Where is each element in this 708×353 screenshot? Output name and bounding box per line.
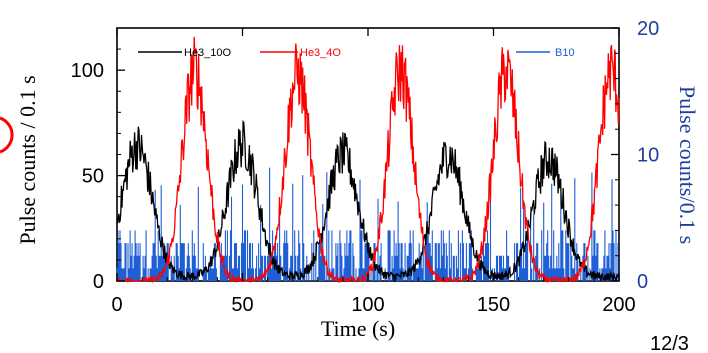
y-left-axis-title: Pulse counts / 0.1 s: [15, 75, 40, 244]
series-he3-10o-trace: [116, 119, 620, 283]
x-axis-ticks: 0 50 100 150 200: [111, 28, 636, 316]
plot-frame: [116, 27, 620, 282]
y-right-axis-title: Pulse counts/0.1 s: [675, 86, 700, 244]
x-tick-label: 150: [477, 294, 510, 316]
y-right-tick-label: 0: [637, 271, 648, 293]
x-tick-label: 50: [231, 294, 253, 316]
x-tick-label: 200: [602, 294, 635, 316]
y-left-tick-label: 50: [82, 166, 104, 188]
legend: He3_10O He3_4O B10: [138, 47, 575, 59]
y-right-axis-ticks: 0 10 20: [611, 18, 659, 293]
legend-label-he3-10o: He3_10O: [184, 47, 232, 59]
y-right-tick-label: 10: [637, 145, 659, 167]
y-left-axis-ticks: 0 50 100: [71, 48, 125, 293]
y-right-tick-label: 20: [637, 18, 659, 40]
series-he3-10o: [116, 119, 620, 283]
slide-marker-circle: [0, 116, 14, 154]
x-axis-title: Time (s): [321, 316, 395, 341]
x-tick-label: 100: [351, 294, 384, 316]
y-left-tick-label: 0: [93, 271, 104, 293]
x-tick-label: 0: [111, 294, 122, 316]
legend-label-b10: B10: [555, 47, 575, 59]
legend-label-he3-4o: He3_4O: [300, 47, 341, 59]
y-left-tick-label: 100: [71, 60, 104, 82]
page-number: 12/3: [650, 333, 689, 353]
